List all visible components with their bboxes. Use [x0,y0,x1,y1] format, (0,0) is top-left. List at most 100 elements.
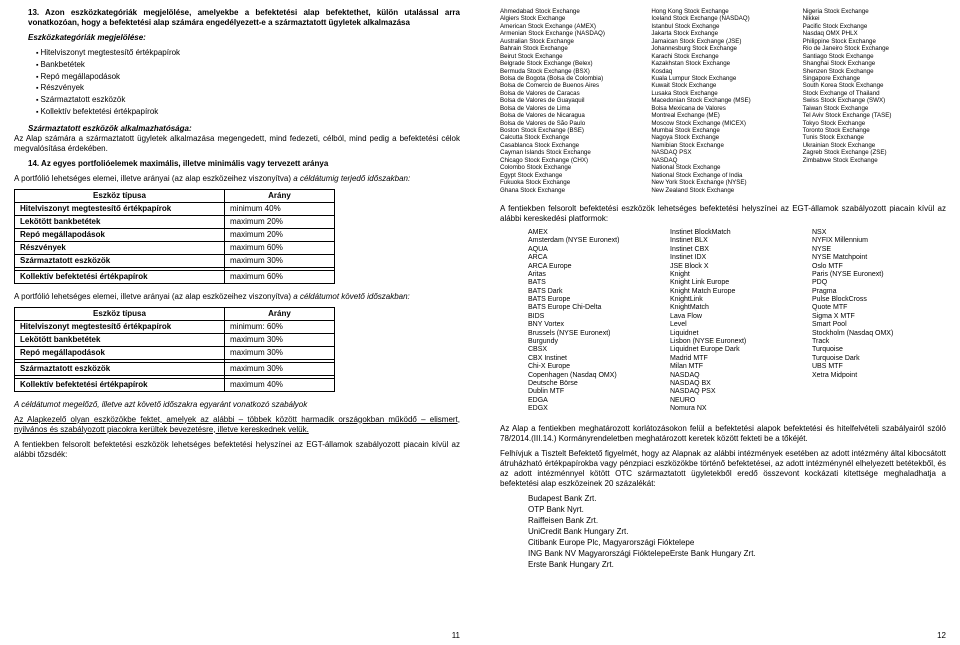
page-12: Ahmedabad Stock ExchangeAlgiers Stock Ex… [480,0,960,645]
list-item: Colombo Stock Exchange [500,164,643,171]
list-item: Oslo MTF [812,263,946,271]
list-item: Montreal Exchange (ME) [651,112,794,119]
list-item: Kosdaq [651,68,794,75]
list-item: Fukuoka Stock Exchange [500,179,643,186]
list-item: Nagoya Stock Exchange [651,134,794,141]
portfolio-intro-1: A portfólió lehetséges elemei, illetve a… [14,174,460,184]
list-item: Level [670,321,804,329]
list-item: Algiers Stock Exchange [500,15,643,22]
list-item: Track [812,338,946,346]
list-item: Ahmedabad Stock Exchange [500,8,643,15]
list-item: Bolsa de Comercio de Buenos Aires [500,82,643,89]
list-item: BATS Europe Chi-Delta [528,304,662,312]
list-item: Copenhagen (Nasdaq OMX) [528,372,662,380]
list-item: Macedonian Stock Exchange (MSE) [651,97,794,104]
list-item: Burgundy [528,338,662,346]
exchange-col-2: Hong Kong Stock ExchangeIceland Stock Ex… [651,8,794,194]
list-item: Nigeria Stock Exchange [803,8,946,15]
list-item: Jakarta Stock Exchange [651,30,794,37]
list-item: Cayman Islands Stock Exchange [500,149,643,156]
exchange-col-3: Nigeria Stock ExchangeNikkeiPacific Stoc… [803,8,946,194]
list-item: Madrid MTF [670,355,804,363]
tbl2-h2: Arány [225,307,335,320]
list-item: PDQ [812,279,946,287]
list-item: Pragma [812,288,946,296]
list-item: Egypt Stock Exchange [500,172,643,179]
list-item: Bolsa de Valores de Caracas [500,90,643,97]
list-item: Nasdaq OMX PHLX [803,30,946,37]
list-item: Tel Aviv Stock Exchange (TASE) [803,112,946,119]
category-item: Bankbetétek [36,60,460,71]
list-item: South Korea Stock Exchange [803,82,946,89]
list-item: Ghana Stock Exchange [500,187,643,194]
list-item: Namibian Stock Exchange [651,142,794,149]
category-item: Származtatott eszközök [36,95,460,106]
bank-item: ING Bank NV Magyarországi FióktelepeErst… [528,549,946,559]
list-item: CBX Instinet [528,355,662,363]
list-item: Tokyo Stock Exchange [803,120,946,127]
platform-col-2: Instinet BlockMatchInstinet BLXInstinet … [670,229,804,414]
list-item: Boston Stock Exchange (BSE) [500,127,643,134]
table-row: Repó megállapodásokmaximum 20% [15,228,335,241]
list-item: Ukrainian Stock Exchange [803,142,946,149]
list-item: Xetra Midpoint [812,372,946,380]
portfolio-table-2: Eszköz típusaArány Hitelviszonyt megtest… [14,307,335,392]
list-item: BATS Dark [528,288,662,296]
list-item: Toronto Stock Exchange [803,127,946,134]
list-item: Beirut Stock Exchange [500,53,643,60]
exchange-columns: Ahmedabad Stock ExchangeAlgiers Stock Ex… [500,8,946,194]
list-item: Nikkei [803,15,946,22]
table-row: Repó megállapodásokmaximum 30% [15,346,335,359]
category-item: Repó megállapodások [36,72,460,83]
list-item: UBS MTF [812,363,946,371]
list-item: Zimbabwe Stock Exchange [803,157,946,164]
list-item: Paris (NYSE Euronext) [812,271,946,279]
list-item: American Stock Exchange (AMEX) [500,23,643,30]
rules-title: A céldátumot megelőző, illetve azt követ… [14,400,460,410]
table-row: Származtatott eszközökmaximum 30% [15,254,335,267]
list-item: Santiago Stock Exchange [803,53,946,60]
list-item: Bolsa Mexicana de Valores [651,105,794,112]
list-item: Zagreb Stock Exchange (ZSE) [803,149,946,156]
list-item: Bolsa de Valores de Nicaragua [500,112,643,119]
bank-item: Raiffeisen Bank Zrt. [528,516,946,526]
bank-item: Erste Bank Hungary Zrt. [528,560,946,570]
list-item: Mumbai Stock Exchange [651,127,794,134]
list-item: CBSX [528,346,662,354]
list-item: Bermuda Stock Exchange (BSX) [500,68,643,75]
list-item: AQUA [528,246,662,254]
list-item: Jamaican Stock Exchange (JSE) [651,38,794,45]
list-item: EDGA [528,397,662,405]
list-item: Tunis Stock Exchange [803,134,946,141]
list-item: KnightLink [670,296,804,304]
restriction-text: Az Alap a fentiekben meghatározott korlá… [500,424,946,444]
category-label: Eszközkategóriák megjelölése: [28,33,460,43]
list-item: Istanbul Stock Exchange [651,23,794,30]
list-item: Knight Link Europe [670,279,804,287]
list-item: Instinet CBX [670,246,804,254]
list-item: Swiss Stock Exchange (SWX) [803,97,946,104]
list-item: Dublin MTF [528,388,662,396]
category-list: Hitelviszonyt megtestesítő értékpapírok … [36,48,460,118]
list-item: Quote MTF [812,304,946,312]
list-item: ARCA [528,254,662,262]
table-row: Hitelviszonyt megtestesítő értékpapírokm… [15,320,335,333]
list-item: Australian Stock Exchange [500,38,643,45]
list-item: EDGX [528,405,662,413]
bank-item: OTP Bank Nyrt. [528,505,946,515]
platform-col-3: NSXNYFIX MillenniumNYSENYSE MatchpointOs… [812,229,946,414]
list-item: Instinet IDX [670,254,804,262]
list-item: Sigma X MTF [812,313,946,321]
list-item: NEURO [670,397,804,405]
list-item: Shenzen Stock Exchange [803,68,946,75]
platform-col-1: AMEXAmsterdam (NYSE Euronext)AQUAARCAARC… [528,229,662,414]
platforms-intro: A fentiekben felsorolt befektetési eszkö… [500,204,946,224]
list-item: Knight [670,271,804,279]
list-item: Armenian Stock Exchange (NASDAQ) [500,30,643,37]
table-row: Származtatott eszközökmaximum 30% [15,362,335,375]
page-11: 13. Azon eszközkategóriák megjelölése, a… [0,0,480,645]
list-item: Liquidnet Europe Dark [670,346,804,354]
table-row: Kollektív befektetési értékpapírokmaximu… [15,378,335,391]
list-item: Instinet BlockMatch [670,229,804,237]
tbl2-h1: Eszköz típusa [15,307,225,320]
